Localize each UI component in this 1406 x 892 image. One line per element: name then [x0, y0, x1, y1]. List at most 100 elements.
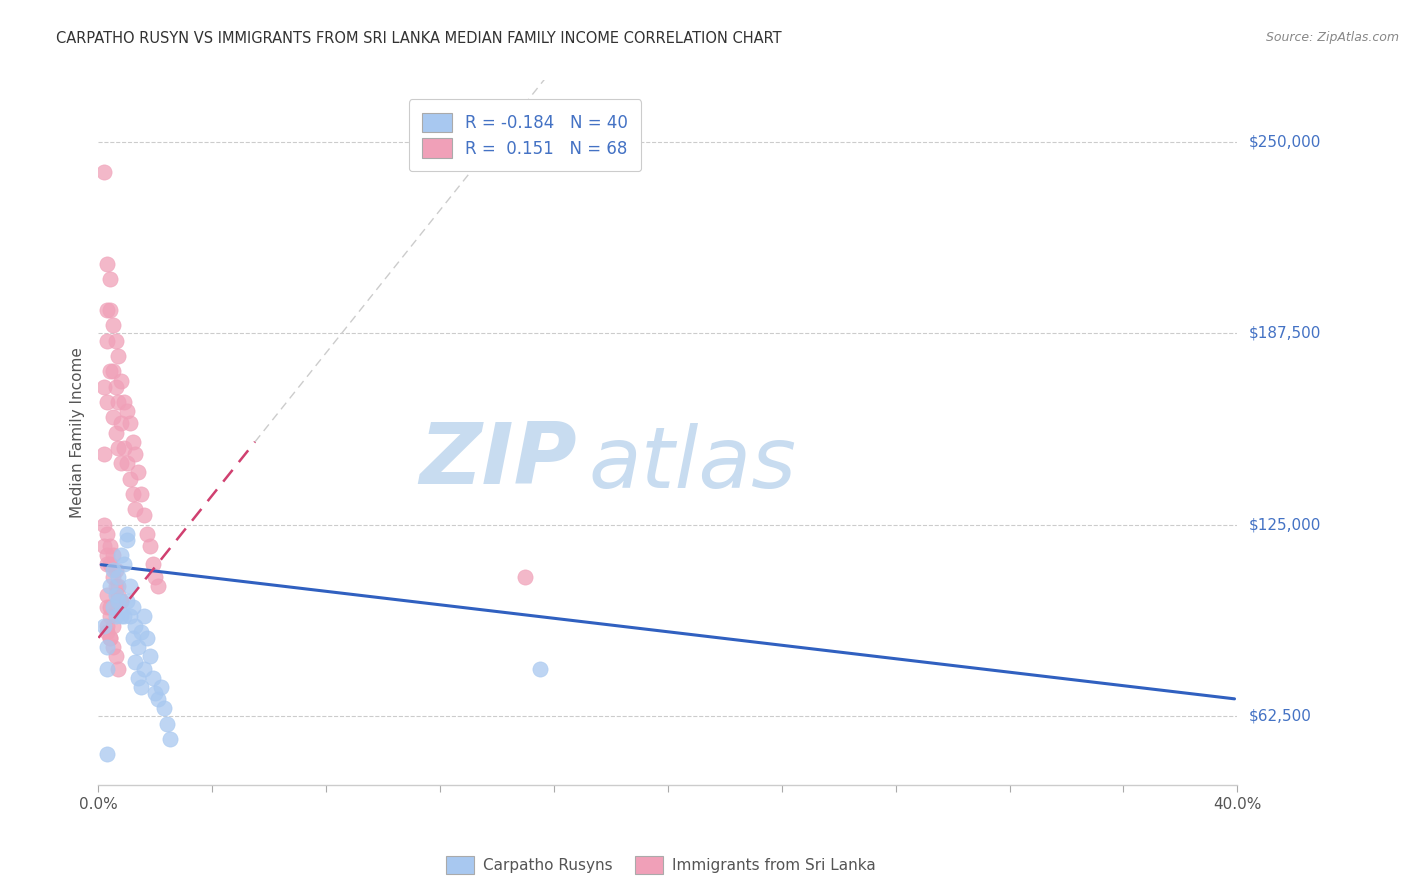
Point [159, 731, 181, 746]
Point [121, 631, 143, 645]
Point [115, 533, 138, 547]
Point [96, 548, 118, 562]
Point [515, 569, 537, 583]
Point [93, 539, 115, 553]
Point [153, 701, 176, 715]
Point [96, 618, 118, 632]
Point [107, 594, 129, 608]
Point [98, 558, 121, 572]
Point [145, 569, 167, 583]
Point [98, 609, 121, 624]
Point [110, 374, 132, 388]
Point [96, 588, 118, 602]
Point [112, 395, 135, 409]
Point [148, 692, 170, 706]
Point [101, 564, 124, 578]
Point [96, 558, 118, 572]
Point [104, 425, 127, 440]
Point [107, 661, 129, 675]
Text: atlas: atlas [588, 423, 796, 506]
Point [104, 379, 127, 393]
Point [93, 517, 115, 532]
Point [127, 671, 149, 685]
Point [115, 404, 138, 418]
Point [98, 631, 121, 645]
Point [129, 680, 152, 694]
Point [110, 548, 132, 562]
Point [112, 558, 135, 572]
Point [93, 447, 115, 461]
Point [110, 609, 132, 624]
Legend: R = -0.184   N = 40, R =  0.151   N = 68: R = -0.184 N = 40, R = 0.151 N = 68 [409, 99, 641, 171]
Y-axis label: Median Family Income: Median Family Income [69, 347, 84, 518]
Point [138, 539, 160, 553]
Point [135, 631, 157, 645]
Point [93, 618, 115, 632]
Point [101, 640, 124, 654]
Point [124, 502, 146, 516]
Point [93, 379, 115, 393]
Point [141, 558, 163, 572]
Point [104, 334, 127, 348]
Point [121, 487, 143, 501]
Point [529, 661, 551, 675]
Point [93, 165, 115, 179]
Point [104, 579, 127, 593]
Point [112, 609, 135, 624]
Point [132, 508, 155, 523]
Point [98, 364, 121, 378]
Point [96, 395, 118, 409]
Point [132, 609, 155, 624]
Point [141, 671, 163, 685]
Point [156, 716, 179, 731]
Point [121, 434, 143, 449]
Point [124, 618, 146, 632]
Point [107, 569, 129, 583]
Point [98, 631, 121, 645]
Point [98, 579, 121, 593]
Point [96, 526, 118, 541]
Point [124, 447, 146, 461]
Point [150, 680, 173, 694]
Point [118, 579, 141, 593]
Point [101, 600, 124, 615]
Text: CARPATHO RUSYN VS IMMIGRANTS FROM SRI LANKA MEDIAN FAMILY INCOME CORRELATION CHA: CARPATHO RUSYN VS IMMIGRANTS FROM SRI LA… [56, 31, 782, 46]
Point [107, 395, 129, 409]
Point [138, 649, 160, 664]
Legend: Carpatho Rusyns, Immigrants from Sri Lanka: Carpatho Rusyns, Immigrants from Sri Lan… [440, 850, 882, 880]
Point [115, 526, 138, 541]
Text: ZIP: ZIP [419, 419, 576, 502]
Point [118, 472, 141, 486]
Point [96, 334, 118, 348]
Point [96, 640, 118, 654]
Point [96, 303, 118, 318]
Point [96, 257, 118, 271]
Point [148, 579, 170, 593]
Point [110, 594, 132, 608]
Point [121, 600, 143, 615]
Point [115, 594, 138, 608]
Point [104, 649, 127, 664]
Point [101, 364, 124, 378]
Point [96, 661, 118, 675]
Point [107, 441, 129, 455]
Point [118, 417, 141, 431]
Point [107, 579, 129, 593]
Point [98, 539, 121, 553]
Point [118, 609, 141, 624]
Point [104, 588, 127, 602]
Point [101, 410, 124, 425]
Point [132, 661, 155, 675]
Point [127, 640, 149, 654]
Point [96, 624, 118, 639]
Point [101, 318, 124, 333]
Point [110, 417, 132, 431]
Point [145, 686, 167, 700]
Point [127, 466, 149, 480]
Point [129, 624, 152, 639]
Point [107, 588, 129, 602]
Point [98, 272, 121, 286]
Point [104, 564, 127, 578]
Point [101, 548, 124, 562]
Point [101, 618, 124, 632]
